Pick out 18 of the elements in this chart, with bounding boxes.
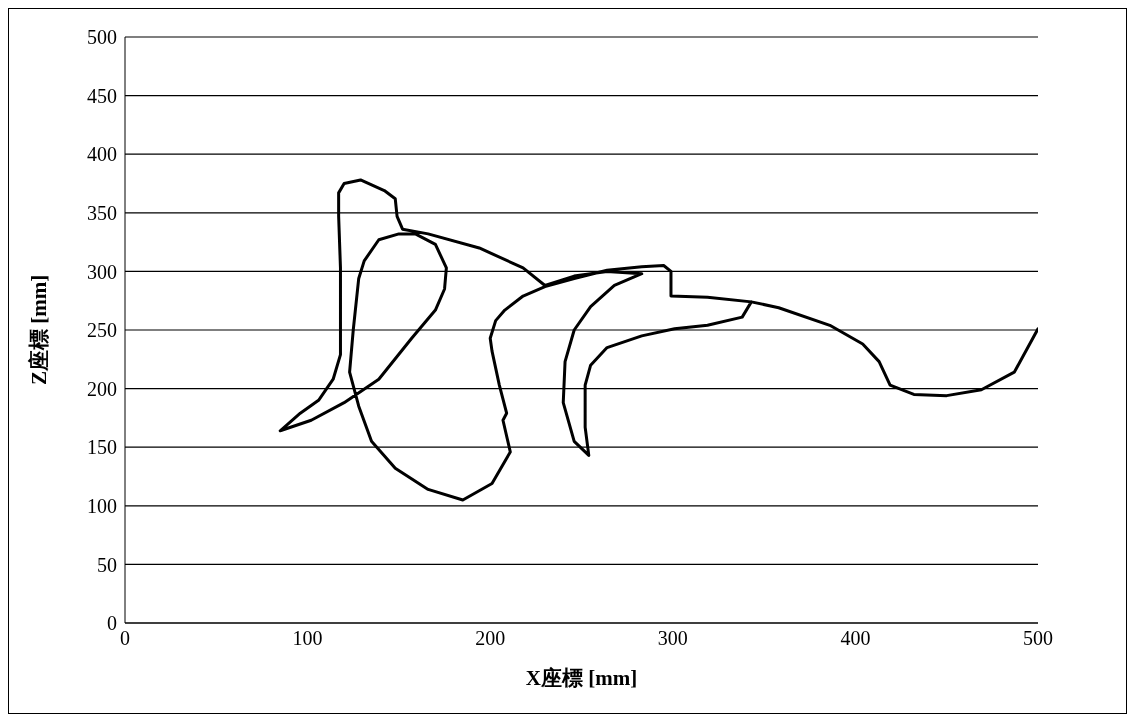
x-tick-label: 400 (840, 627, 871, 650)
x-axis-title: X座標 [mm] (525, 666, 638, 690)
x-tick-label: 100 (292, 627, 323, 650)
y-tick-label: 300 (87, 260, 117, 283)
y-tick-label: 50 (97, 553, 117, 576)
y-tick-label: 350 (87, 201, 117, 224)
y-tick-label: 100 (87, 494, 117, 517)
x-tick-label: 200 (475, 627, 506, 650)
y-tick-label: 250 (87, 319, 117, 342)
y-tick-label: 450 (87, 84, 117, 107)
y-tick-label: 400 (87, 143, 117, 166)
y-tick-label: 200 (87, 377, 117, 400)
y-tick-label: 150 (87, 436, 117, 459)
x-tick-label: 300 (657, 627, 688, 650)
x-tick-label: 500 (1023, 627, 1053, 650)
y-tick-label: 500 (87, 26, 117, 49)
y-axis-title: Z座標 [mm] (27, 274, 52, 386)
y-tick-label: 0 (107, 612, 117, 635)
